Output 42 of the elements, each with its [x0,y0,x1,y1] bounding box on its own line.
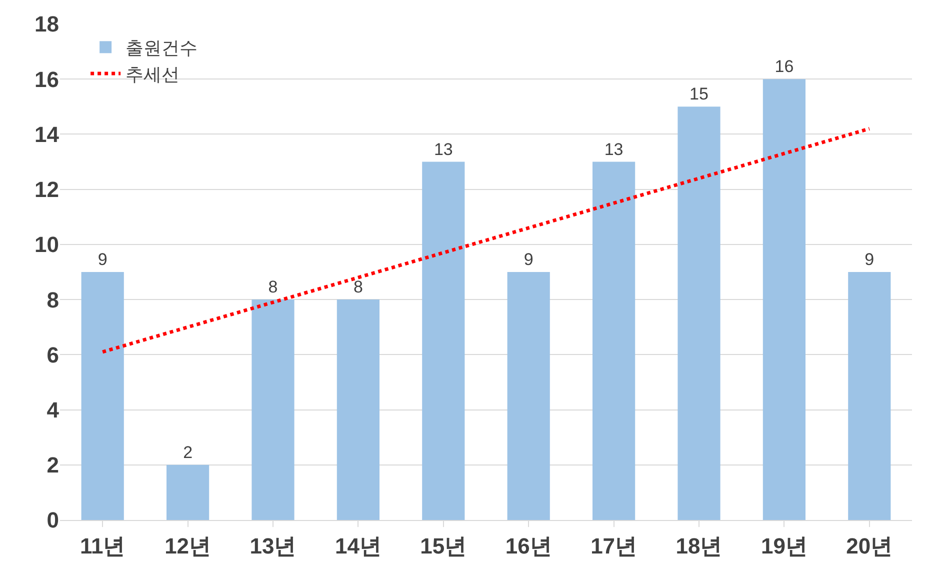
data-label: 8 [268,278,278,297]
bar [81,272,124,520]
bar [678,106,720,520]
x-tick-label: 17년 [590,533,638,558]
bar [762,79,806,520]
bar [848,272,891,520]
y-tick-label: 2 [46,452,59,478]
bar [166,464,210,520]
y-tick-label: 6 [46,342,59,368]
x-tick-label: 18년 [676,533,722,558]
bar [592,162,636,520]
bar [336,300,380,520]
legend-label: 출원건수 [126,36,198,60]
x-tick-label: 15년 [420,533,467,558]
x-tick-label: 20년 [846,533,893,558]
y-tick-label: 10 [34,232,59,258]
y-tick-label: 0 [46,508,59,533]
x-tick-label: 12년 [164,533,212,558]
y-tick-label: 8 [46,287,59,312]
x-tick-label: 13년 [250,533,296,558]
data-label: 9 [98,250,108,269]
y-tick-label: 16 [34,66,59,92]
data-label: 13 [604,140,624,159]
data-label: 13 [434,140,453,159]
data-label: 9 [864,250,874,269]
data-label: 9 [524,250,534,269]
x-tick-label: 19년 [760,533,808,558]
data-label: 2 [183,442,193,462]
x-tick-label: 11년 [80,533,126,558]
y-tick-label: 14 [34,122,60,147]
bar [507,272,550,520]
y-tick-label: 18 [34,12,59,37]
data-label: 15 [690,84,708,104]
bar [252,300,294,520]
bar [422,162,465,520]
x-tick-label: 14년 [334,533,382,558]
x-tick-label: 16년 [505,533,552,558]
legend-label: 추세선 [126,62,180,87]
y-tick-label: 4 [46,397,60,422]
data-label: 8 [353,278,363,297]
y-tick-label: 12 [34,177,59,202]
data-label: 16 [774,57,794,76]
